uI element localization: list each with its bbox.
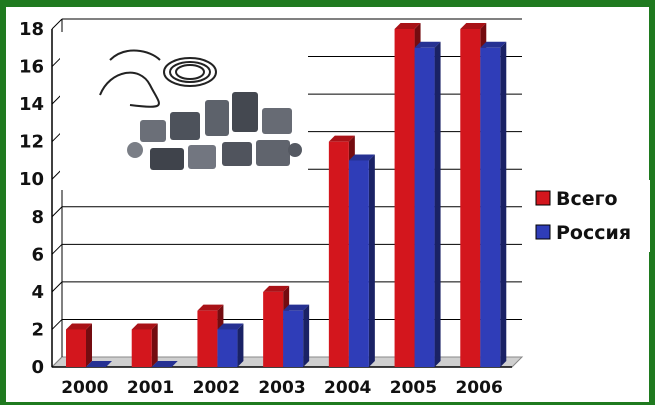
y-tick-label: 10	[19, 169, 44, 190]
x-tick-label: 2005	[390, 378, 437, 398]
bar-2000-0	[66, 323, 92, 367]
bar-2002-0	[197, 304, 224, 367]
x-tick-label: 2006	[455, 378, 502, 398]
x-tick-labels: 2000 2001 2002 2003 2004 2005 2006	[61, 378, 503, 398]
bar-2003-1	[283, 304, 310, 367]
grid-diagonal	[51, 319, 63, 330]
y-tick-labels: 0 2 4 6 8 10 12 14 16 18	[19, 19, 44, 378]
y-tick-label: 18	[19, 19, 44, 40]
y-tick-label: 4	[31, 282, 44, 303]
bar-2001-1	[151, 361, 178, 367]
legend-label: Россия	[556, 222, 631, 244]
y-tick-label: 0	[31, 357, 44, 378]
bar-2001-0	[131, 323, 158, 367]
legend-label: Всего	[556, 188, 618, 210]
legend-swatch	[535, 224, 551, 240]
x-tick-label: 2003	[258, 378, 305, 398]
bars	[66, 23, 507, 368]
bar-2004-1	[348, 154, 375, 367]
y-tick-label: 8	[31, 207, 44, 228]
bar-2000-1	[86, 361, 112, 367]
grid-diagonal	[51, 206, 63, 218]
y-tick-label: 16	[19, 57, 44, 78]
y-tick-label: 14	[19, 94, 44, 115]
x-tick-label: 2002	[193, 378, 240, 398]
bar-2002-1	[217, 323, 244, 367]
components-icon	[127, 92, 302, 170]
grid-diagonal	[51, 243, 63, 255]
y-tick-label: 6	[31, 244, 44, 265]
x-tick-label: 2000	[61, 378, 108, 398]
legend-swatch	[535, 190, 551, 206]
inset-photo	[60, 32, 308, 190]
grid-diagonal	[51, 18, 63, 30]
bar-2006-1	[480, 41, 507, 368]
bar-2005-1	[414, 41, 441, 368]
x-tick-label: 2004	[324, 378, 371, 398]
x-tick-label: 2001	[127, 378, 174, 398]
grid-diagonal	[51, 281, 63, 293]
cable-coil-icon	[99, 49, 217, 108]
y-tick-label: 12	[19, 132, 44, 153]
y-tick-label: 2	[31, 319, 44, 340]
legend: Всего Россия	[528, 180, 650, 252]
